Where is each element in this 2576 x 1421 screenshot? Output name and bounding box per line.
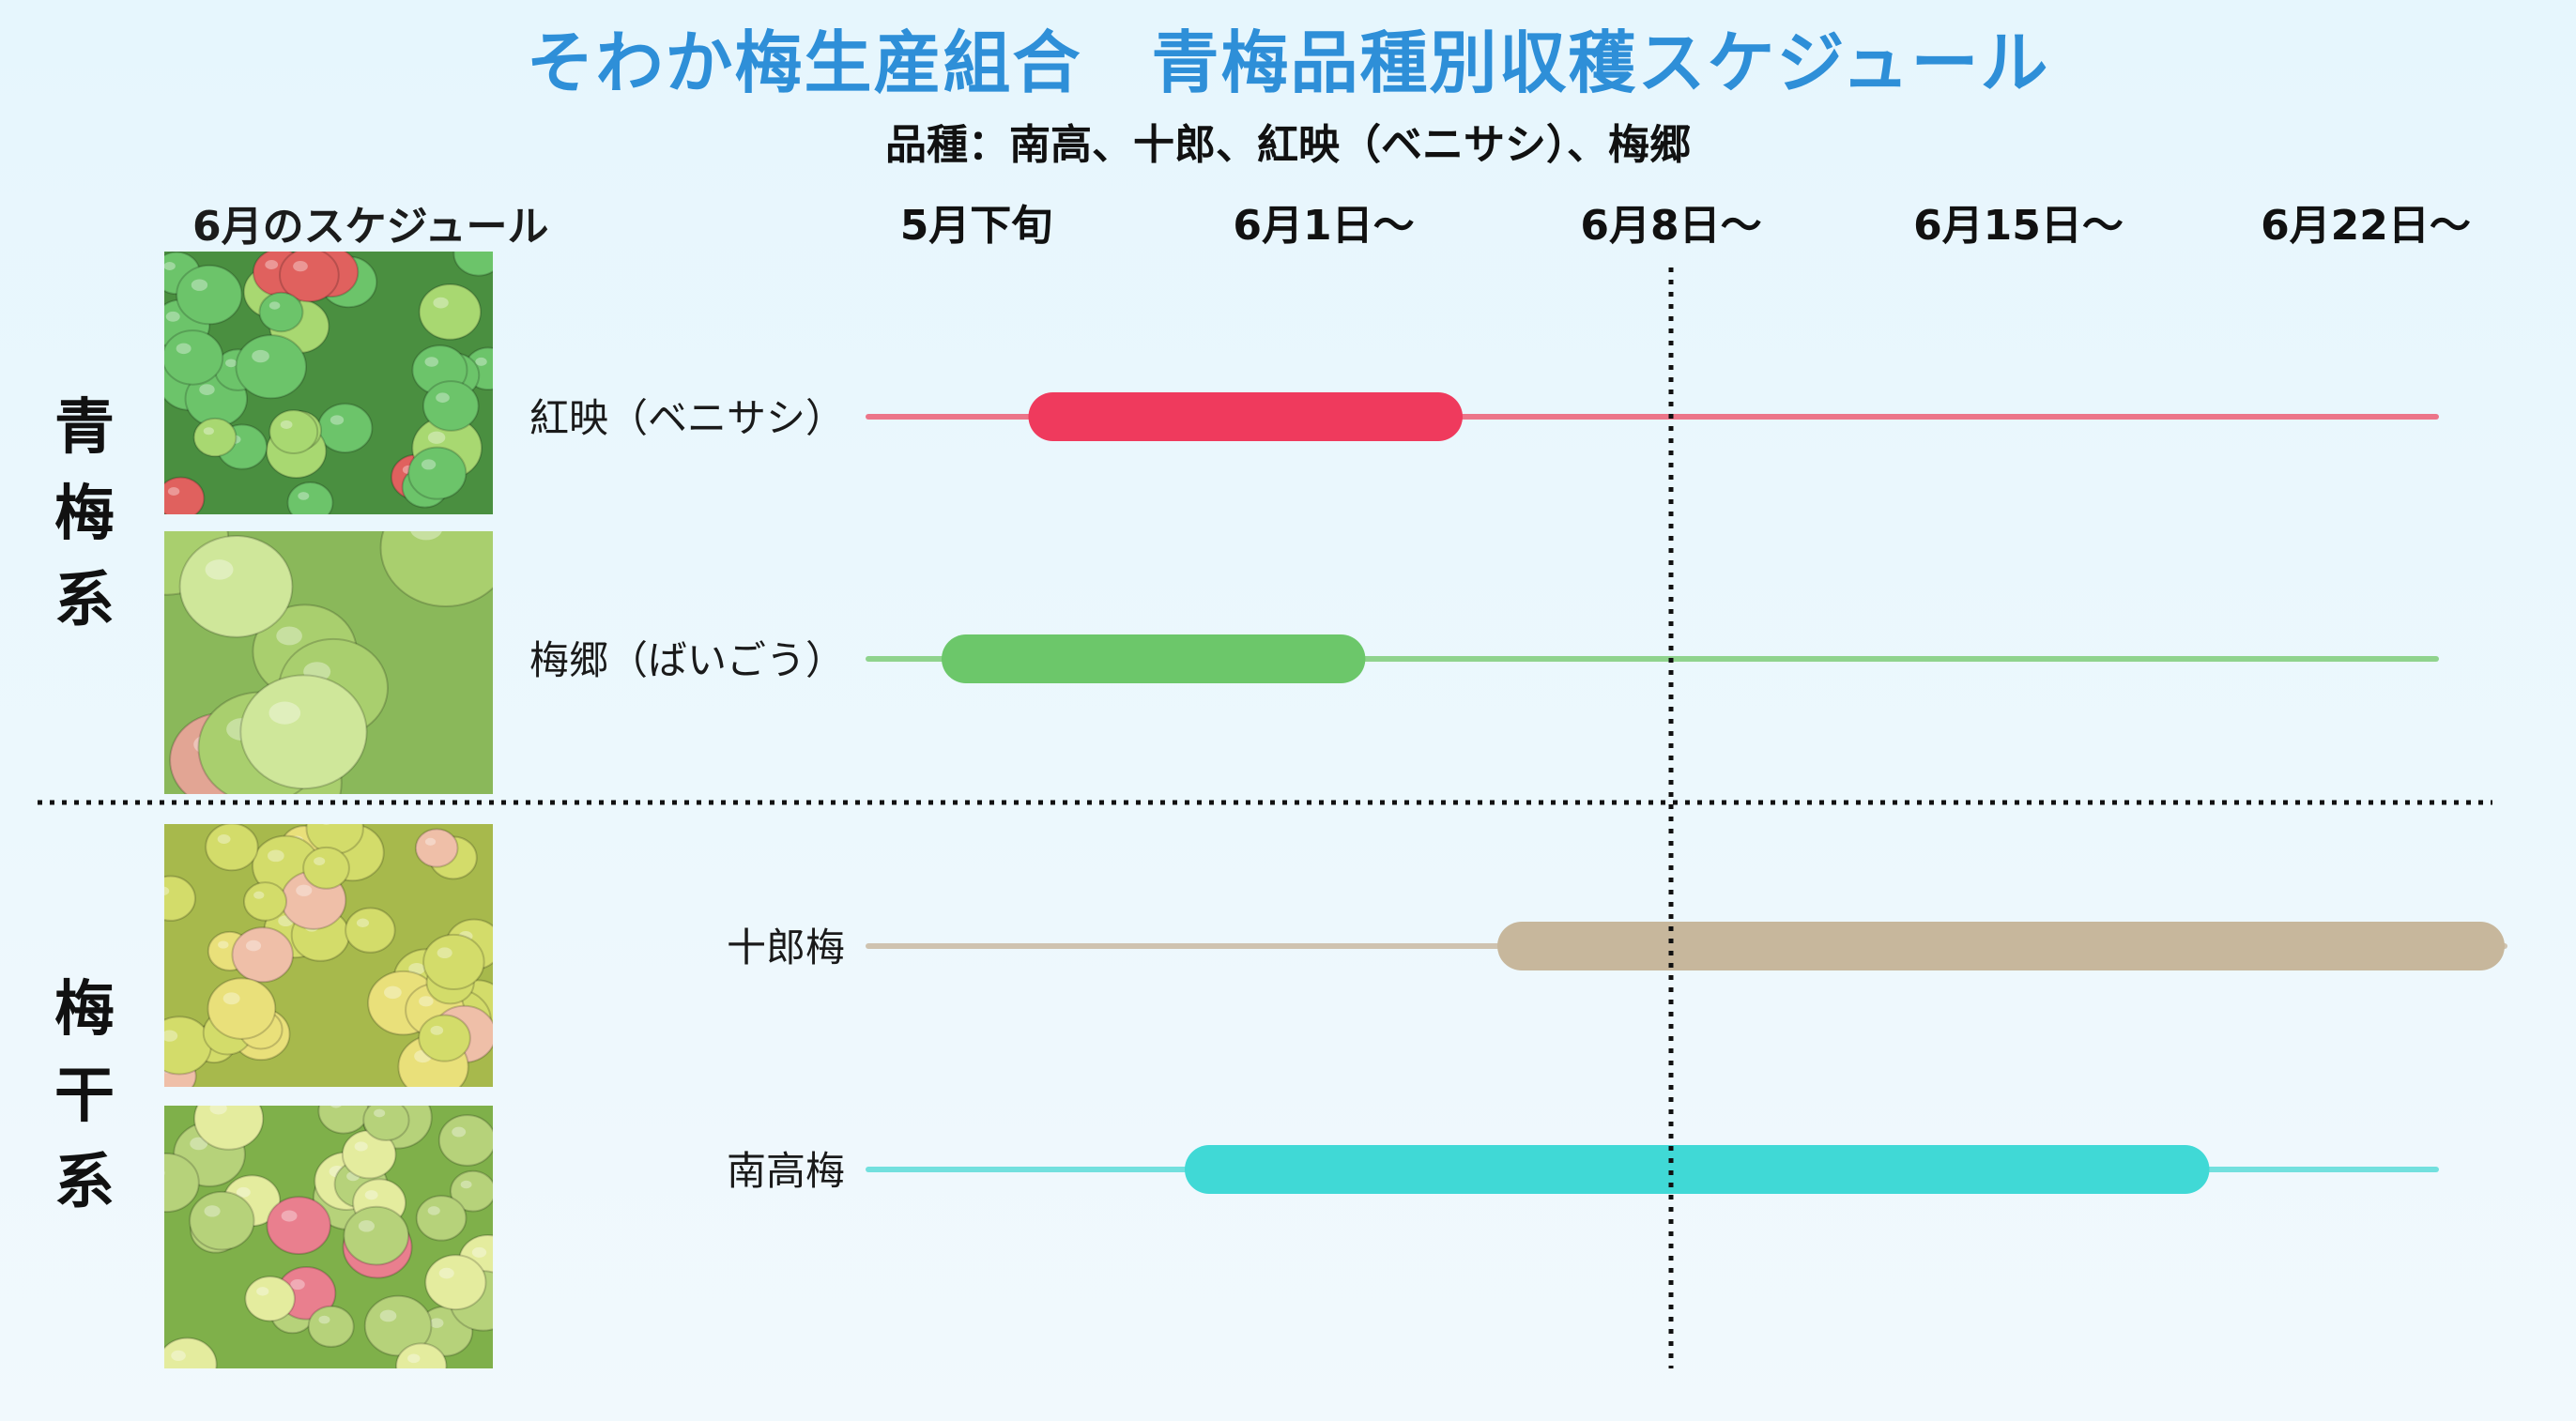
group-label-umeboshi: 梅 干 系 [45, 967, 124, 1226]
series-label: 十郎梅 [727, 924, 845, 970]
schedule-label: 6月のスケジュール [192, 203, 549, 251]
x-tick-label: 6月1日〜 [1233, 202, 1414, 250]
x-tick-label: 6月8日〜 [1580, 202, 1761, 250]
group-label-char: 系 [54, 566, 115, 635]
ume-in-hand-photo [164, 531, 493, 794]
x-tick-label: 6月22日〜 [2261, 202, 2471, 250]
blush-ume-pile-photo [164, 1106, 493, 1368]
group-label-char: 青 [54, 393, 115, 463]
group-label-char: 干 [54, 1062, 115, 1131]
green-ume-pile-photo-art [164, 252, 493, 514]
ripe-ume-in-hand-photo [164, 824, 493, 1087]
group-label-char: 梅 [54, 975, 115, 1045]
x-tick-label: 6月15日〜 [1913, 202, 2124, 250]
series-label: 梅郷（ばいごう） [529, 637, 845, 683]
page-subtitle: 品種：南高、十郎、紅映（ベニサシ）、梅郷 [885, 121, 1691, 169]
green-ume-pile-photo [164, 252, 493, 514]
x-tick-label: 5月下旬 [900, 202, 1053, 250]
page-title: そわか梅生産組合 青梅品種別収穫スケジュール [526, 23, 2050, 102]
ume-in-hand-photo-art [164, 531, 493, 794]
series-label: 南高梅 [727, 1148, 845, 1194]
ripe-ume-in-hand-photo-art [164, 824, 493, 1087]
group-label-char: 梅 [54, 480, 115, 549]
group-label-aoume: 青 梅 系 [45, 385, 124, 644]
harvest-period-bar [1185, 1145, 2210, 1194]
blush-ume-pile-photo-art [164, 1106, 493, 1368]
harvest-period-bar [1028, 392, 1463, 441]
series-label: 紅映（ベニサシ） [529, 395, 845, 441]
harvest-period-bar [942, 634, 1366, 683]
group-label-char: 系 [54, 1148, 115, 1217]
harvest-period-bar [1497, 922, 2505, 970]
